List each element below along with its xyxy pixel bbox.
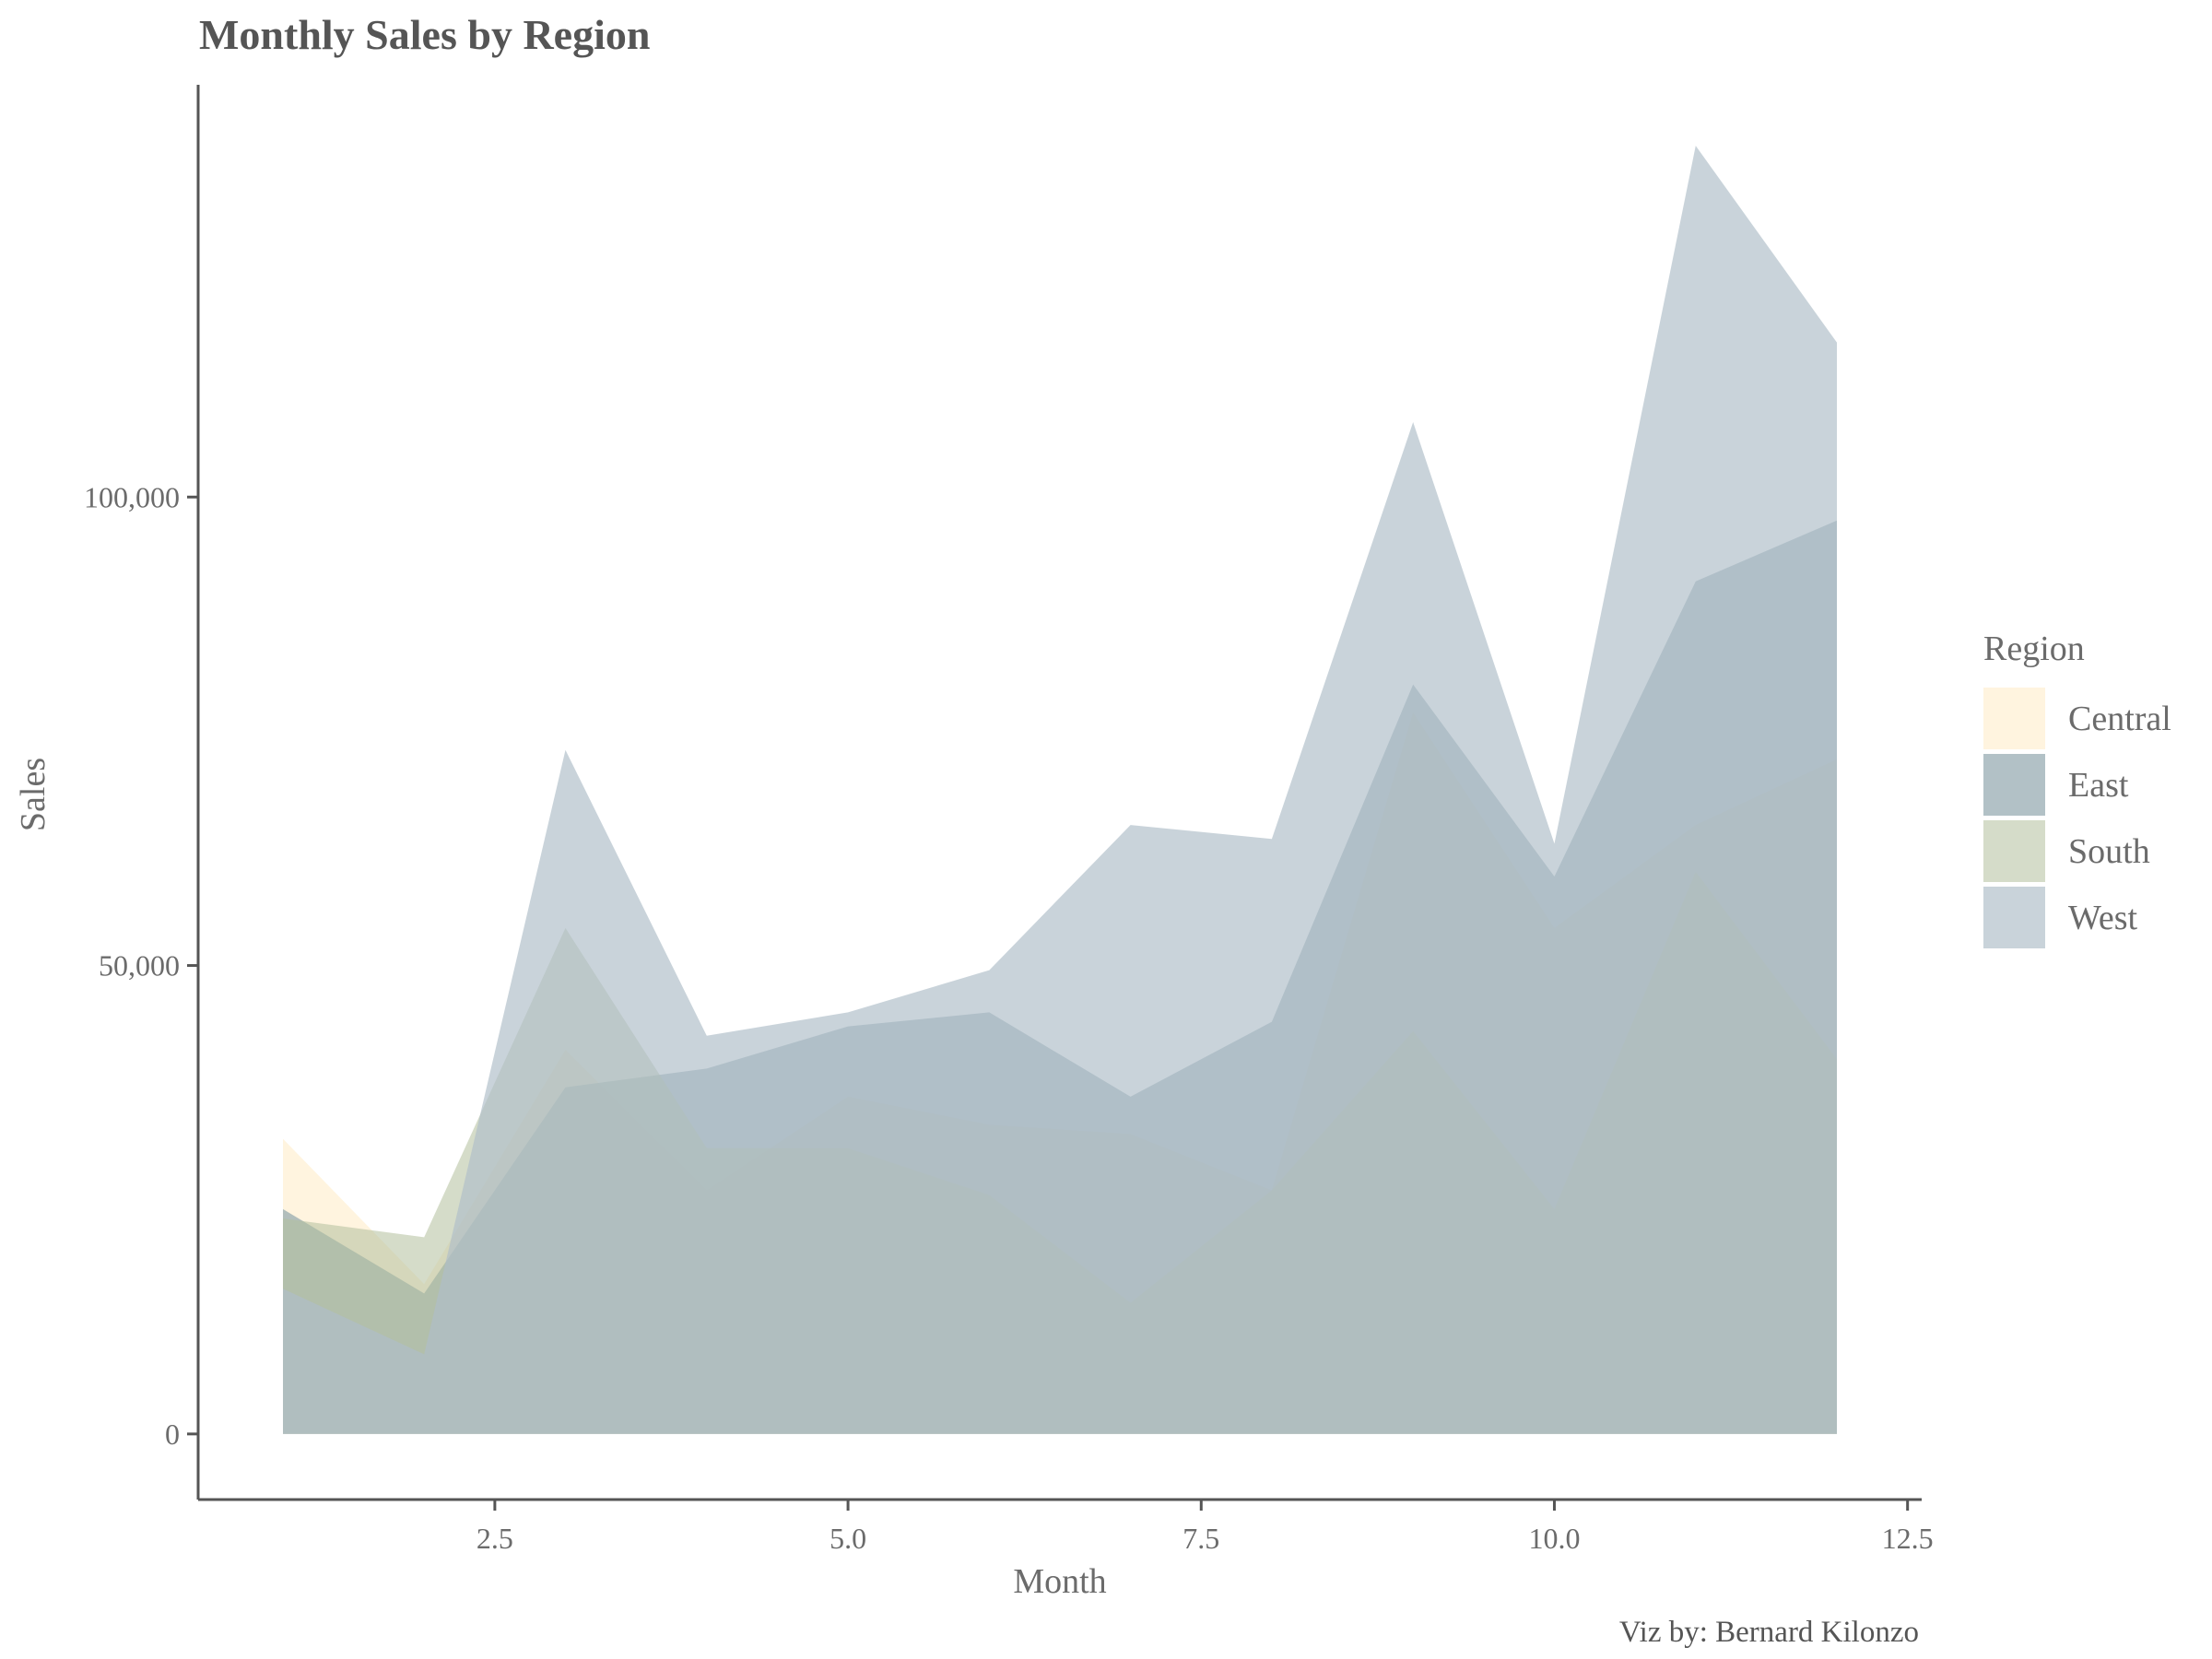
legend: Central East South West (1983, 688, 2171, 948)
y-tick-label: 50,000 (99, 949, 180, 982)
legend-key-west (1983, 887, 2045, 948)
legend-key-south (1983, 820, 2045, 882)
y-axis-title: Sales (14, 758, 53, 831)
x-axis-title: Month (1013, 1562, 1106, 1601)
legend-title: Region (1983, 629, 2085, 668)
chart-title: Monthly Sales by Region (199, 11, 650, 58)
x-tick-label: 10.0 (1528, 1522, 1580, 1555)
legend-label-central: Central (2068, 700, 2171, 738)
x-tick-label: 12.5 (1882, 1522, 1934, 1555)
area-layer (283, 146, 1837, 1434)
y-tick-label: 0 (165, 1418, 180, 1451)
legend-label-south: South (2068, 832, 2150, 871)
legend-key-central (1983, 688, 2045, 749)
legend-label-west: West (2068, 899, 2137, 937)
x-tick-label: 5.0 (830, 1522, 866, 1555)
x-tick-label: 2.5 (477, 1522, 513, 1555)
area-west (283, 146, 1837, 1434)
legend-label-east: East (2068, 766, 2129, 805)
y-axis-ticks: 0 50,000 100,000 (84, 480, 198, 1451)
x-axis-ticks: 2.5 5.0 7.5 10.0 12.5 (477, 1500, 1934, 1555)
y-tick-label: 100,000 (84, 480, 180, 513)
legend-key-east (1983, 754, 2045, 816)
x-tick-label: 7.5 (1182, 1522, 1219, 1555)
chart-caption: Viz by: Bernard Kilonzo (1619, 1616, 1919, 1649)
